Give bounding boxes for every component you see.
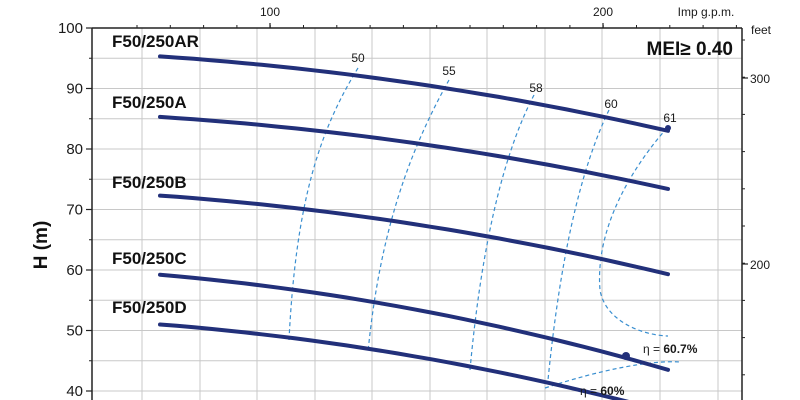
efficiency-line-60-lower [544,361,681,389]
y-tick-label: 50 [66,323,83,340]
y-tick-label: 80 [66,141,83,158]
curve-F50/250AR [158,54,670,133]
y-tick-label: 40 [66,383,83,400]
curve-F50/250B [158,193,670,277]
curve-F50/250A [158,114,670,191]
curve-label: F50/250D [112,298,187,317]
grid [92,27,742,400]
efficiency-label: 60 [604,97,618,111]
y-tick-label: 90 [66,81,83,98]
right-axis-label: feet [751,23,772,37]
axes [86,23,748,400]
right-tick-label: 300 [750,72,770,86]
pump-curves [158,54,671,400]
labels: 40 50 60 70 80 90 100 H (m) 100 200 Imp g.p.m. 200 3… [31,5,772,400]
efficiency-lines [288,67,681,389]
curve-label: F50/250C [112,249,187,268]
efficiency-label: 61 [663,111,677,125]
curve-label: F50/250A [112,93,187,112]
top-axis-label: Imp g.p.m. [678,5,735,19]
efficiency-line-58 [469,94,535,371]
efficiency-annotation: η = 60.7% [643,342,698,356]
efficiency-label: 50 [351,51,365,65]
mei-badge: MEI≥ 0.40 [647,39,733,60]
right-tick-label: 200 [750,258,770,272]
curve-F50/250D [158,322,630,400]
curve-label: F50/250B [112,173,187,192]
annotation-value: 60.7% [663,342,697,356]
y-axis-label: H (m) [31,221,52,270]
top-tick-label: 100 [260,5,280,19]
efficiency-line-60 [547,109,610,381]
curve-F50/250C [158,272,670,372]
annotation-value: 60% [600,384,624,398]
annotation-prefix: η = [643,342,663,356]
curve-end-marker [665,125,671,131]
efficiency-label: 58 [529,81,543,95]
operating-point-marker [622,352,630,360]
efficiency-annotation: η = 60% [580,384,625,398]
top-tick-label: 200 [593,5,613,19]
efficiency-line-61 [598,127,669,337]
efficiency-line-55 [367,79,450,353]
y-tick-label: 60 [66,262,83,279]
curve-label: F50/250AR [112,32,199,51]
efficiency-label: 55 [442,64,456,78]
y-tick-label: 100 [58,20,83,37]
annotation-prefix: η = [580,384,600,398]
y-tick-label: 70 [66,202,83,219]
